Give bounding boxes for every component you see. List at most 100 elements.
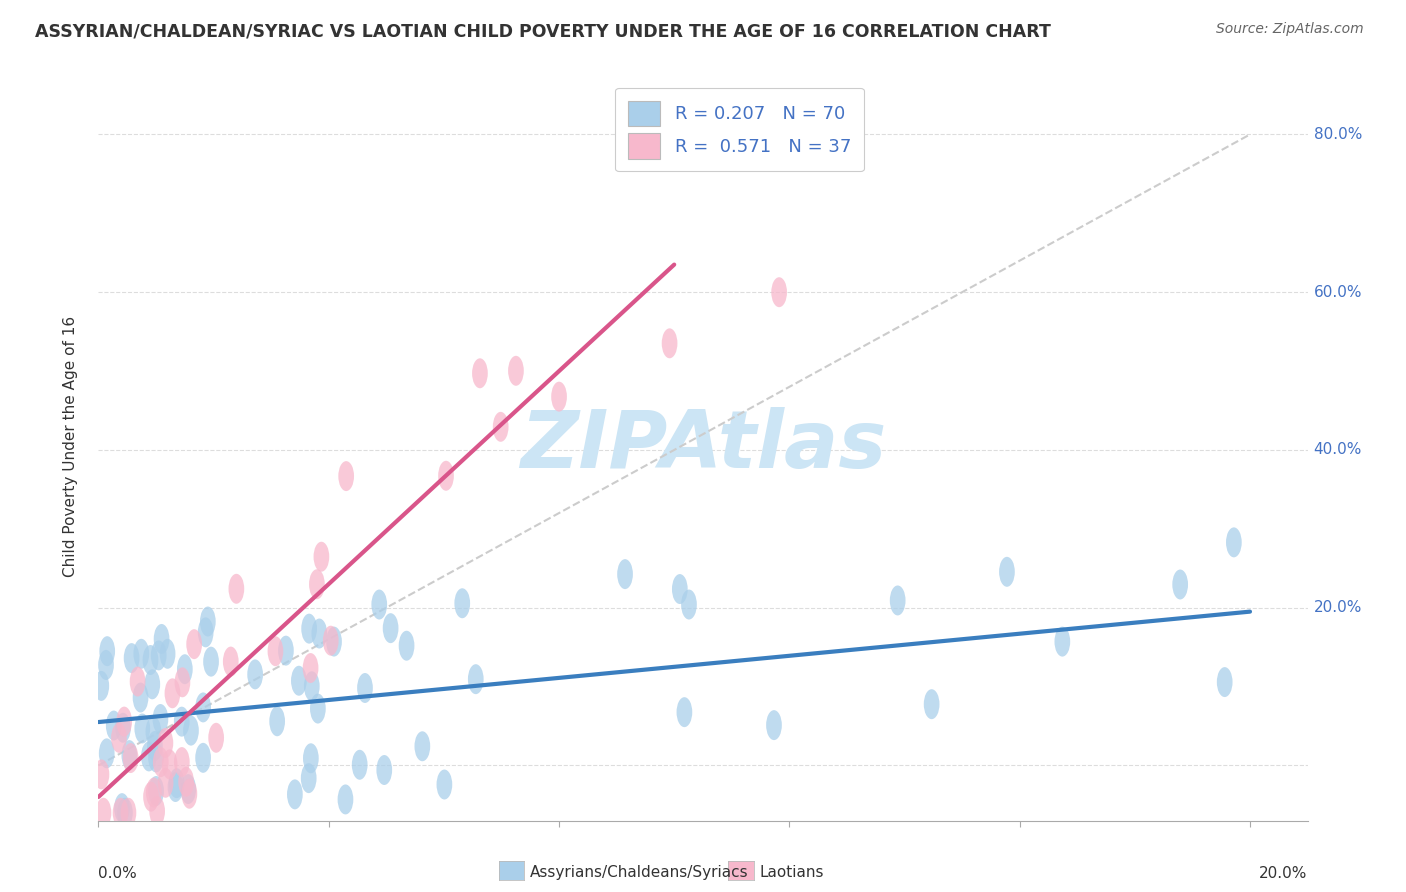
Ellipse shape (148, 776, 165, 806)
Ellipse shape (468, 665, 484, 694)
Ellipse shape (312, 618, 328, 648)
Text: 20.0%: 20.0% (1313, 600, 1362, 615)
Ellipse shape (187, 629, 202, 659)
Ellipse shape (157, 728, 173, 758)
Ellipse shape (766, 710, 782, 740)
Ellipse shape (183, 715, 198, 746)
Ellipse shape (121, 740, 138, 770)
Ellipse shape (117, 797, 132, 828)
Ellipse shape (247, 659, 263, 690)
Text: 40.0%: 40.0% (1313, 442, 1362, 458)
Legend: R = 0.207   N = 70, R =  0.571   N = 37: R = 0.207 N = 70, R = 0.571 N = 37 (614, 88, 863, 171)
Ellipse shape (111, 723, 127, 753)
Ellipse shape (371, 590, 387, 620)
Text: ZIPAtlas: ZIPAtlas (520, 407, 886, 485)
Ellipse shape (352, 750, 367, 780)
Ellipse shape (142, 645, 159, 675)
Ellipse shape (148, 731, 163, 761)
Ellipse shape (112, 797, 128, 828)
Ellipse shape (278, 636, 294, 665)
Ellipse shape (357, 673, 373, 703)
Ellipse shape (890, 585, 905, 615)
Ellipse shape (124, 643, 139, 673)
Ellipse shape (301, 764, 316, 793)
Ellipse shape (195, 692, 211, 723)
Ellipse shape (153, 747, 169, 777)
Ellipse shape (323, 625, 339, 656)
Ellipse shape (145, 669, 160, 699)
Ellipse shape (200, 607, 215, 637)
Text: 20.0%: 20.0% (1260, 865, 1308, 880)
Ellipse shape (309, 694, 326, 723)
Text: ASSYRIAN/CHALDEAN/SYRIAC VS LAOTIAN CHILD POVERTY UNDER THE AGE OF 16 CORRELATIO: ASSYRIAN/CHALDEAN/SYRIAC VS LAOTIAN CHIL… (35, 22, 1052, 40)
Ellipse shape (146, 778, 162, 807)
Ellipse shape (114, 793, 129, 823)
Ellipse shape (179, 767, 194, 797)
Ellipse shape (224, 647, 239, 676)
Ellipse shape (415, 731, 430, 761)
Ellipse shape (399, 631, 415, 661)
Ellipse shape (174, 747, 190, 777)
Ellipse shape (676, 698, 692, 727)
Ellipse shape (143, 781, 159, 812)
Ellipse shape (681, 590, 697, 620)
Ellipse shape (181, 779, 197, 809)
Ellipse shape (177, 654, 193, 684)
Ellipse shape (772, 277, 787, 307)
Ellipse shape (494, 412, 509, 442)
Ellipse shape (146, 716, 162, 747)
Ellipse shape (135, 714, 150, 743)
Ellipse shape (208, 723, 224, 753)
Ellipse shape (304, 672, 319, 701)
Ellipse shape (439, 461, 454, 491)
Ellipse shape (98, 650, 114, 680)
Y-axis label: Child Poverty Under the Age of 16: Child Poverty Under the Age of 16 (63, 316, 77, 576)
Ellipse shape (672, 574, 688, 604)
Ellipse shape (122, 743, 138, 773)
Ellipse shape (617, 559, 633, 589)
Ellipse shape (96, 797, 111, 828)
Ellipse shape (304, 743, 319, 773)
Ellipse shape (149, 797, 165, 826)
Ellipse shape (132, 682, 149, 713)
Ellipse shape (162, 749, 177, 780)
Ellipse shape (100, 636, 115, 666)
Ellipse shape (115, 713, 131, 743)
Ellipse shape (382, 613, 398, 643)
Ellipse shape (662, 328, 678, 359)
Ellipse shape (105, 711, 121, 740)
Ellipse shape (339, 461, 354, 491)
Ellipse shape (472, 359, 488, 388)
Ellipse shape (270, 706, 285, 736)
Ellipse shape (377, 755, 392, 785)
Ellipse shape (301, 614, 316, 644)
Ellipse shape (508, 356, 524, 385)
Ellipse shape (1173, 569, 1188, 599)
Ellipse shape (174, 667, 190, 698)
Ellipse shape (326, 626, 342, 657)
Ellipse shape (195, 743, 211, 772)
Ellipse shape (167, 772, 183, 802)
Ellipse shape (153, 704, 169, 734)
Ellipse shape (1054, 626, 1070, 657)
Ellipse shape (924, 690, 939, 719)
Ellipse shape (153, 624, 170, 654)
Ellipse shape (141, 741, 156, 772)
Ellipse shape (1216, 667, 1233, 697)
Ellipse shape (204, 647, 219, 677)
Ellipse shape (267, 636, 284, 666)
Ellipse shape (117, 706, 132, 737)
Ellipse shape (337, 784, 353, 814)
Ellipse shape (180, 774, 195, 804)
Ellipse shape (551, 382, 567, 411)
Ellipse shape (1226, 527, 1241, 558)
Ellipse shape (1000, 557, 1015, 587)
Ellipse shape (94, 759, 110, 789)
Ellipse shape (160, 639, 176, 669)
Ellipse shape (150, 640, 166, 671)
Text: Laotians: Laotians (759, 865, 824, 880)
Ellipse shape (229, 574, 245, 604)
Text: 60.0%: 60.0% (1313, 285, 1362, 300)
Ellipse shape (291, 665, 307, 696)
Ellipse shape (314, 541, 329, 572)
